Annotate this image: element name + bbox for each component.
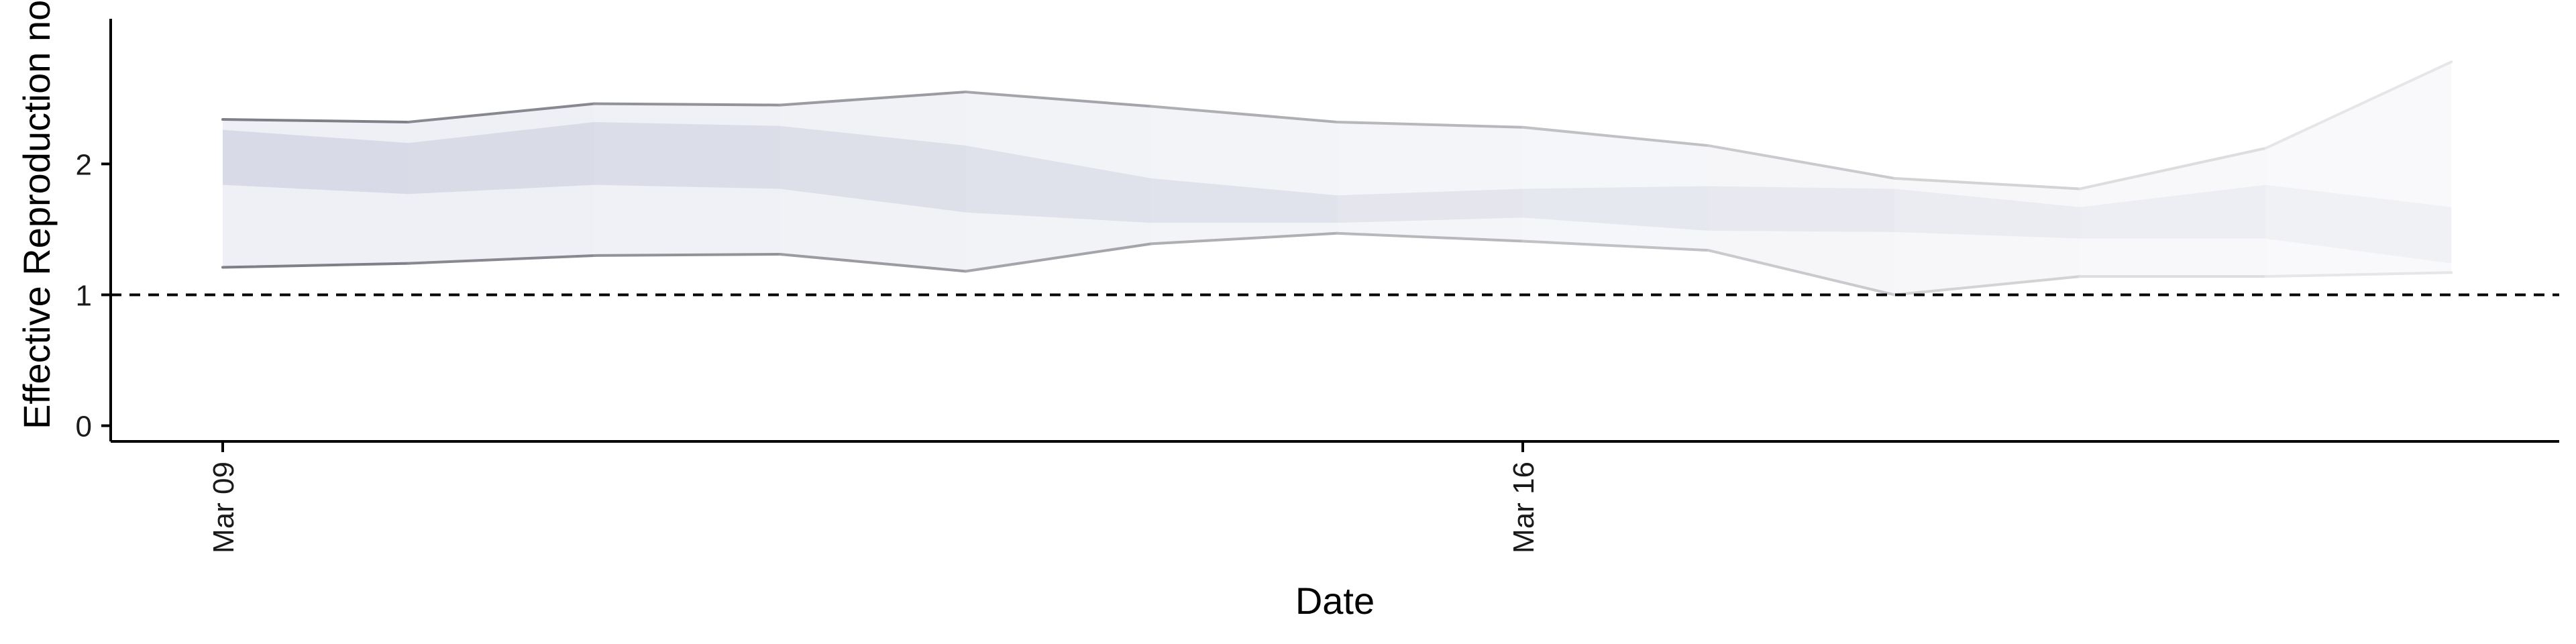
upper-bound-segment <box>221 118 410 123</box>
credible-interval-bounds <box>221 60 2453 297</box>
inner-band-segment <box>223 129 409 195</box>
lower-bound-segment <box>592 252 782 257</box>
inner-band-segment <box>408 121 594 195</box>
lower-bound-segment <box>1336 231 1524 243</box>
x-tick-label: Mar 09 <box>207 462 240 553</box>
upper-bound-segment <box>778 91 967 107</box>
lower-bound-segment <box>221 262 410 269</box>
inner-band-segment <box>2265 184 2452 264</box>
lower-bound-segment <box>1521 239 1710 252</box>
upper-bound-segment <box>1150 105 1339 123</box>
x-axis-title: Date <box>1295 580 1375 622</box>
y-tick-label: 1 <box>76 279 92 312</box>
lower-bound-segment <box>1150 231 1339 246</box>
outer-band-segment <box>1337 121 1523 241</box>
y-axis-title: Effective Reproduction no. <box>15 0 58 429</box>
outer-band-segment <box>780 92 966 272</box>
upper-bound-segment <box>1521 125 1710 148</box>
lower-bound-segment <box>1707 249 1896 297</box>
y-tick-label: 2 <box>76 148 92 181</box>
outer-band-segment <box>1523 127 1709 251</box>
outer-band-segment <box>1708 146 1894 295</box>
lower-bound-segment <box>407 254 596 265</box>
inner-band-segment <box>1523 186 1709 231</box>
inner-band-segment <box>1151 178 1338 223</box>
upper-bound-segment <box>2264 60 2453 150</box>
outer-band-segment <box>2080 148 2266 277</box>
upper-bound-segment <box>592 102 782 107</box>
y-tick-label: 0 <box>76 411 92 443</box>
inner-band-segment <box>594 121 780 189</box>
upper-bound-segment <box>2078 146 2267 191</box>
y-axis-ticks: 0 1 2 <box>76 148 111 443</box>
inner-band-segment <box>780 125 966 213</box>
inner-band-segment <box>2080 184 2266 239</box>
inner-band-segment <box>1708 186 1894 232</box>
outer-band-segment <box>965 92 1152 272</box>
upper-bound-segment <box>1707 144 1896 180</box>
inner-band-segment <box>1894 189 2080 239</box>
x-axis-ticks: Mar 09 Mar 16 <box>207 441 1540 553</box>
outer-band-segment <box>594 103 780 256</box>
inner-band-segment <box>1337 189 1523 223</box>
lower-bound-segment <box>778 252 967 273</box>
upper-bound-segment <box>1336 120 1524 129</box>
credible-interval-bands <box>223 62 2452 295</box>
outer-band-segment <box>1894 178 2080 295</box>
upper-bound-segment <box>964 91 1153 108</box>
upper-bound-segment <box>407 102 596 123</box>
inner-band-segment <box>965 146 1152 223</box>
lower-bound-segment <box>964 242 1153 273</box>
lower-bound-segment <box>2264 271 2453 278</box>
outer-band-segment <box>1151 106 1338 244</box>
lower-bound-segment <box>1892 275 2082 297</box>
x-tick-label: Mar 16 <box>1507 462 1540 553</box>
outer-band-segment <box>2265 62 2452 277</box>
upper-bound-segment <box>1892 176 2082 191</box>
